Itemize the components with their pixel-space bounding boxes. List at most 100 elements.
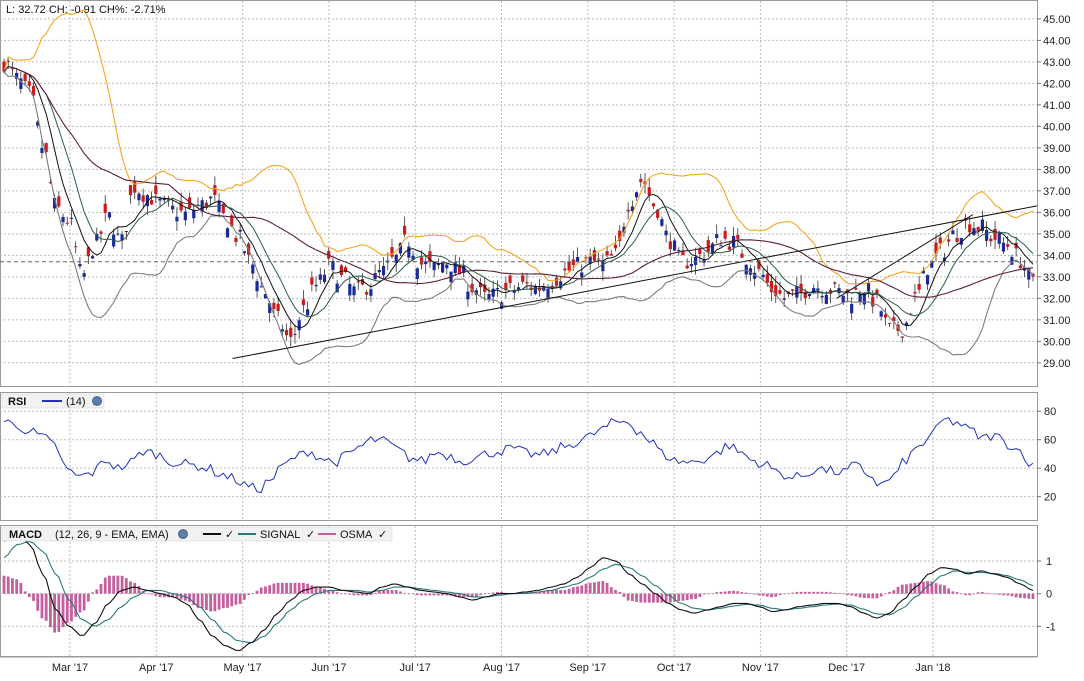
osma-bar (576, 586, 579, 594)
signal-legend-label: SIGNAL (260, 529, 300, 541)
candle-down (639, 178, 643, 183)
osma-bar (289, 582, 293, 594)
osma-bar (314, 586, 318, 594)
candle-up (398, 243, 403, 254)
osma-bar (816, 591, 820, 594)
candle-up (622, 226, 626, 233)
candle-down (44, 143, 48, 153)
osma-bar (95, 589, 99, 594)
osma-bar (630, 593, 634, 602)
candle-down (955, 237, 959, 242)
macd-toggle-check-icon[interactable]: ✓ (225, 529, 234, 541)
osma-bar (386, 590, 390, 594)
osma-toggle-check-icon[interactable]: ✓ (378, 529, 387, 541)
candle-up (925, 274, 930, 285)
osma-bar (453, 593, 457, 597)
candle-up (820, 296, 824, 298)
candle-down (917, 283, 921, 290)
osma-bar (837, 592, 841, 594)
osma-bar (588, 582, 592, 594)
candle-up (879, 311, 883, 317)
candle-up (862, 293, 866, 305)
candle-down (875, 289, 879, 295)
osma-bar (993, 593, 997, 595)
candle-down (647, 187, 651, 196)
osma-bar (934, 583, 938, 594)
signal-toggle-check-icon[interactable]: ✓ (306, 529, 315, 541)
candle-up (322, 274, 327, 283)
osma-bar (344, 593, 347, 595)
candle-up (259, 286, 263, 288)
osma-bar (175, 593, 179, 598)
osma-bar (892, 590, 896, 594)
candle-up (297, 320, 301, 331)
candle-down (888, 322, 892, 324)
candle-up (137, 193, 141, 201)
candle-up (69, 217, 74, 219)
candle-down (187, 197, 192, 208)
candle-down (230, 215, 234, 226)
osma-bar (690, 593, 693, 600)
macd-panel: 1 0 -1 MACD (12, 26, 9 - EMA, EMA) ✓ SIGNA… (0, 525, 1056, 657)
candle-down (179, 201, 183, 211)
candle-down (769, 281, 774, 293)
time-axis: Mar '17 Apr '17 May '17 Jun '17 Jul '17 Aug '… (0, 656, 1037, 674)
osma-bar (841, 593, 845, 595)
candle-down (947, 239, 951, 242)
price-tick-label: 32.00 (1043, 293, 1071, 305)
osma-bar (268, 585, 272, 594)
candle-up (407, 246, 411, 258)
candle-down (563, 268, 567, 271)
osma-bar (415, 593, 419, 596)
candle-up (546, 288, 550, 300)
osma-bar (964, 593, 967, 596)
osma-bar (525, 591, 529, 594)
candle-up (373, 273, 377, 280)
osma-legend-label: OSMA (340, 529, 373, 541)
candle-down (651, 203, 656, 207)
osma-bar (829, 592, 832, 594)
osma-bar (133, 582, 137, 594)
osma-bar (774, 593, 778, 597)
osma-bar (1010, 593, 1014, 597)
osma-bar (997, 593, 1001, 595)
candle-up (145, 195, 149, 207)
rsi-settings-icon[interactable] (92, 396, 102, 406)
price-tick-label: 30.00 (1043, 336, 1071, 348)
candle-up (997, 233, 1001, 244)
candle-up (107, 212, 112, 218)
candle-up (263, 293, 268, 299)
osma-bar (900, 584, 904, 594)
osma-bar (65, 593, 69, 623)
candle-down (626, 209, 630, 212)
osma-bar (867, 593, 870, 599)
candle-down (828, 289, 833, 294)
osma-bar (120, 575, 124, 594)
candle-down (6, 60, 10, 62)
osma-bar (369, 593, 373, 596)
osma-bar (862, 593, 866, 598)
price-panel: 45.00 44.00 43.00 42.00 41.00 40.00 39.00 38.00… (0, 0, 1071, 387)
candle-down (204, 202, 209, 209)
osma-bar (255, 590, 259, 594)
candle-down (605, 251, 609, 256)
candle-down (706, 240, 710, 252)
price-tick-label: 42.00 (1043, 78, 1071, 90)
price-tick-label: 36.00 (1043, 207, 1071, 219)
macd-legend-params: (12, 26, 9 - EMA, EMA) (55, 529, 169, 541)
candle-down (698, 248, 702, 255)
macd-settings-icon[interactable] (178, 529, 188, 539)
osma-bar (154, 593, 158, 597)
osma-bar (580, 585, 584, 594)
osma-bar (677, 593, 681, 601)
osma-bar (247, 593, 250, 595)
osma-bar (40, 593, 44, 619)
osma-bar (1031, 593, 1035, 600)
osma-bar (145, 593, 149, 595)
osma-bar (264, 586, 267, 594)
osma-bar (643, 593, 647, 603)
osma-bar (6, 576, 10, 594)
candle-down (310, 277, 314, 285)
candle-up (487, 294, 491, 300)
candle-down (765, 273, 769, 283)
